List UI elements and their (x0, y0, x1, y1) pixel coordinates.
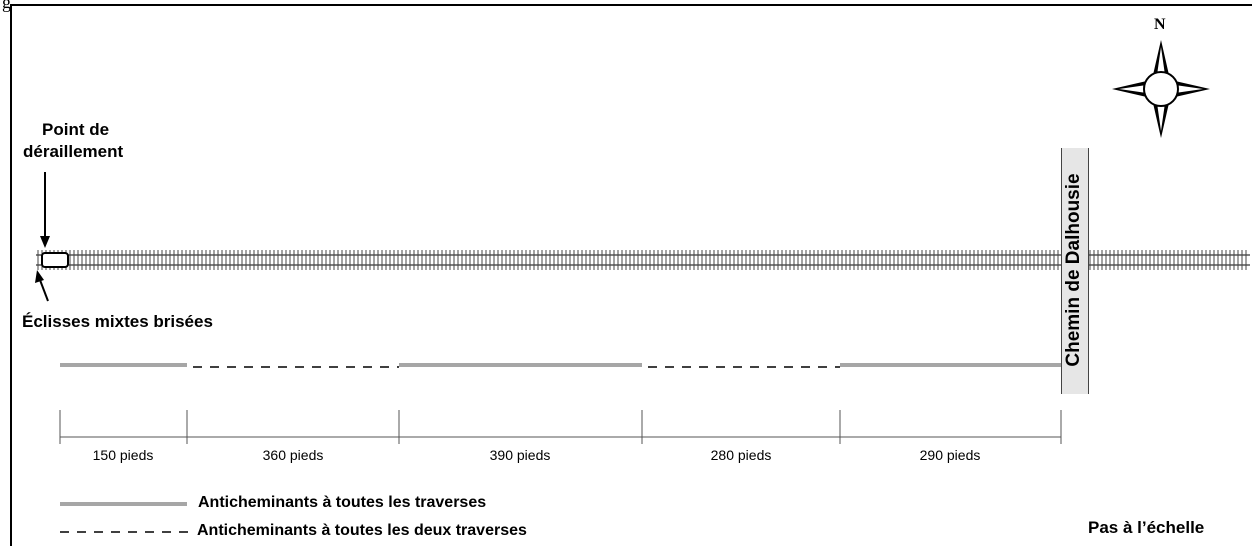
diagram-frame (10, 4, 1252, 546)
legend-solid-label: Anticheminants à toutes les traverses (198, 494, 487, 511)
broken-bars-arrow-icon (35, 270, 44, 283)
segment-length-label: 360 pieds (262, 447, 324, 463)
segment-length-label: 150 pieds (92, 447, 154, 463)
road-label: Chemin de Dalhousie (1063, 173, 1084, 367)
broken-bars-label: Éclisses mixtes brisées (22, 312, 213, 331)
segment-length-label: 290 pieds (919, 447, 981, 463)
broken-joint-bars-marker (41, 252, 69, 268)
segment-length-label: 390 pieds (489, 447, 551, 463)
scale-note: Pas à l’échelle (1088, 518, 1205, 537)
derailment-label-line1: Point de (42, 120, 110, 139)
compass-north-label: N (1154, 16, 1166, 33)
compass-rose-icon (1112, 40, 1210, 138)
broken-bars-arrow-shaft (39, 279, 49, 302)
railway-ties (37, 250, 1247, 270)
corner-fragment: g (2, 0, 11, 12)
segment-length-label: 280 pieds (710, 447, 772, 463)
derailment-arrow-icon (40, 236, 50, 248)
legend-dashed-label: Anticheminants à toutes les deux travers… (197, 522, 527, 539)
derailment-label-line2: déraillement (23, 142, 124, 161)
dalhousie-road (1061, 148, 1089, 394)
